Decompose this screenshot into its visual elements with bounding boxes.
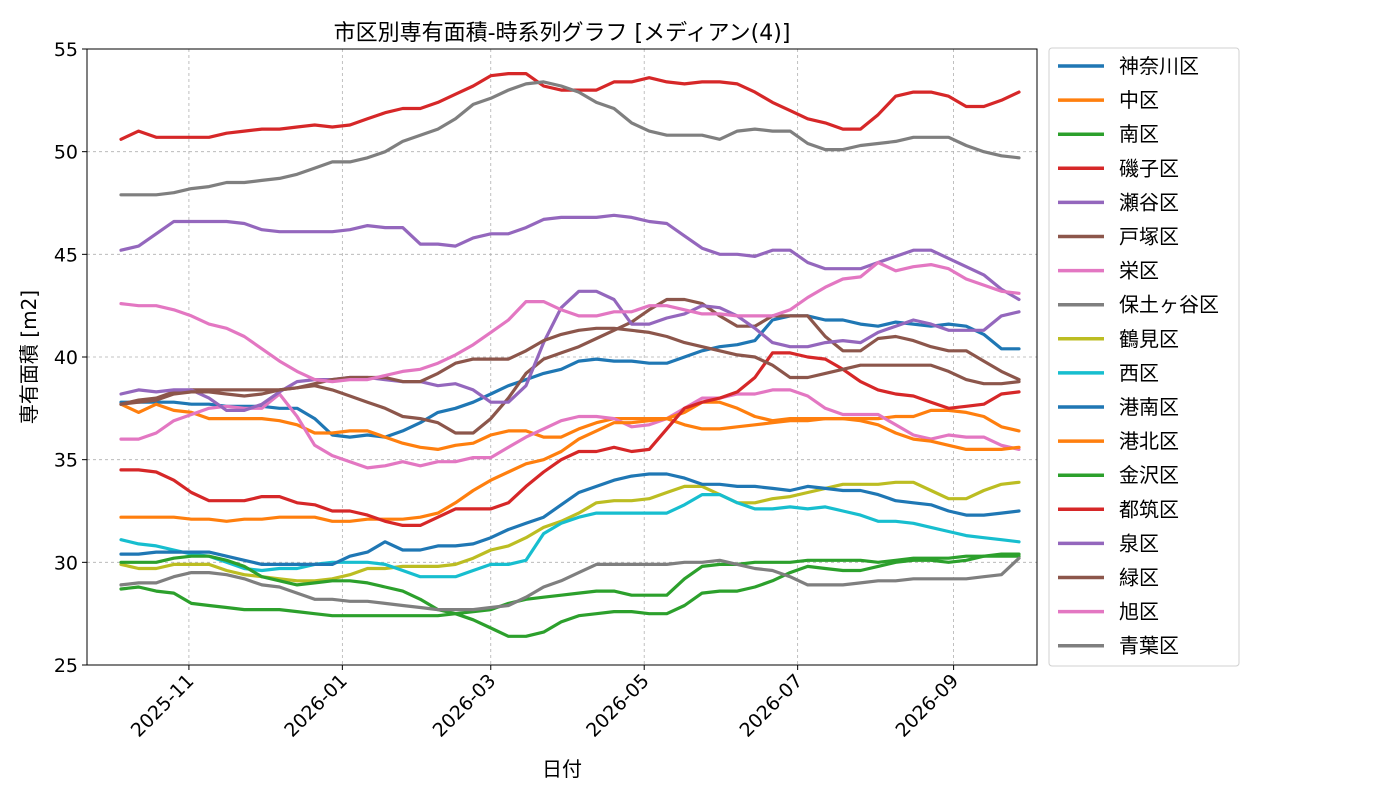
y-tick-label: 30 xyxy=(54,552,78,574)
legend-label: 中区 xyxy=(1119,88,1159,112)
series-line-4 xyxy=(119,213,1021,302)
series-line-6 xyxy=(119,388,1021,470)
legend-label: 青葉区 xyxy=(1119,634,1179,658)
series-line-1 xyxy=(119,402,1021,451)
legend-label: 鶴見区 xyxy=(1119,327,1179,351)
series-line-9 xyxy=(119,493,1021,579)
series-lines xyxy=(119,71,1021,638)
legend-label: 西区 xyxy=(1119,361,1159,385)
series-line-7 xyxy=(119,80,1021,197)
y-tick-label: 45 xyxy=(54,244,78,266)
legend-label: 栄区 xyxy=(1119,259,1159,283)
y-tick-label: 55 xyxy=(54,39,78,61)
series-line-12 xyxy=(119,554,1021,638)
legend-label: 緑区 xyxy=(1119,566,1159,590)
legend-label: 港北区 xyxy=(1119,429,1179,453)
series-line-13 xyxy=(119,351,1021,528)
y-tick-label: 40 xyxy=(54,347,78,369)
series-line-16 xyxy=(119,260,1021,384)
series-line-10 xyxy=(119,472,1021,567)
legend: 神奈川区中区南区磯子区瀬谷区戸塚区栄区保土ヶ谷区鶴見区西区港南区港北区金沢区都筑… xyxy=(1048,47,1240,667)
legend-label: 泉区 xyxy=(1119,531,1159,555)
x-axis-title: 日付 xyxy=(542,757,582,781)
series-line-15 xyxy=(119,326,1021,406)
legend-label: 南区 xyxy=(1119,122,1159,146)
series-line-5 xyxy=(119,297,1021,435)
legend-label: 磯子区 xyxy=(1119,156,1179,180)
series-line-2 xyxy=(119,552,1021,618)
legend-label: 保土ヶ谷区 xyxy=(1119,293,1219,317)
legend-label: 都筑区 xyxy=(1119,497,1179,521)
y-axis: 25 30 35 40 45 50 55 xyxy=(54,39,87,677)
legend-label: 戸塚区 xyxy=(1119,225,1179,249)
series-line-14 xyxy=(119,289,1021,412)
y-tick-label: 35 xyxy=(54,450,78,472)
series-line-11 xyxy=(119,400,1021,523)
legend-label: 旭区 xyxy=(1119,600,1159,624)
y-tick-label: 50 xyxy=(54,142,78,164)
legend-label: 港南区 xyxy=(1119,395,1179,419)
series-line-17 xyxy=(119,556,1021,612)
series-line-0 xyxy=(119,314,1021,439)
legend-label: 神奈川区 xyxy=(1119,54,1199,78)
legend-label: 金沢区 xyxy=(1119,463,1179,487)
chart-title: 市区別専有面積-時系列グラフ [メディアン(4)] xyxy=(334,21,791,46)
y-axis-title: 専有面積 [m2] xyxy=(17,290,41,424)
y-tick-label: 25 xyxy=(54,655,78,677)
legend-label: 瀬谷区 xyxy=(1119,190,1179,214)
